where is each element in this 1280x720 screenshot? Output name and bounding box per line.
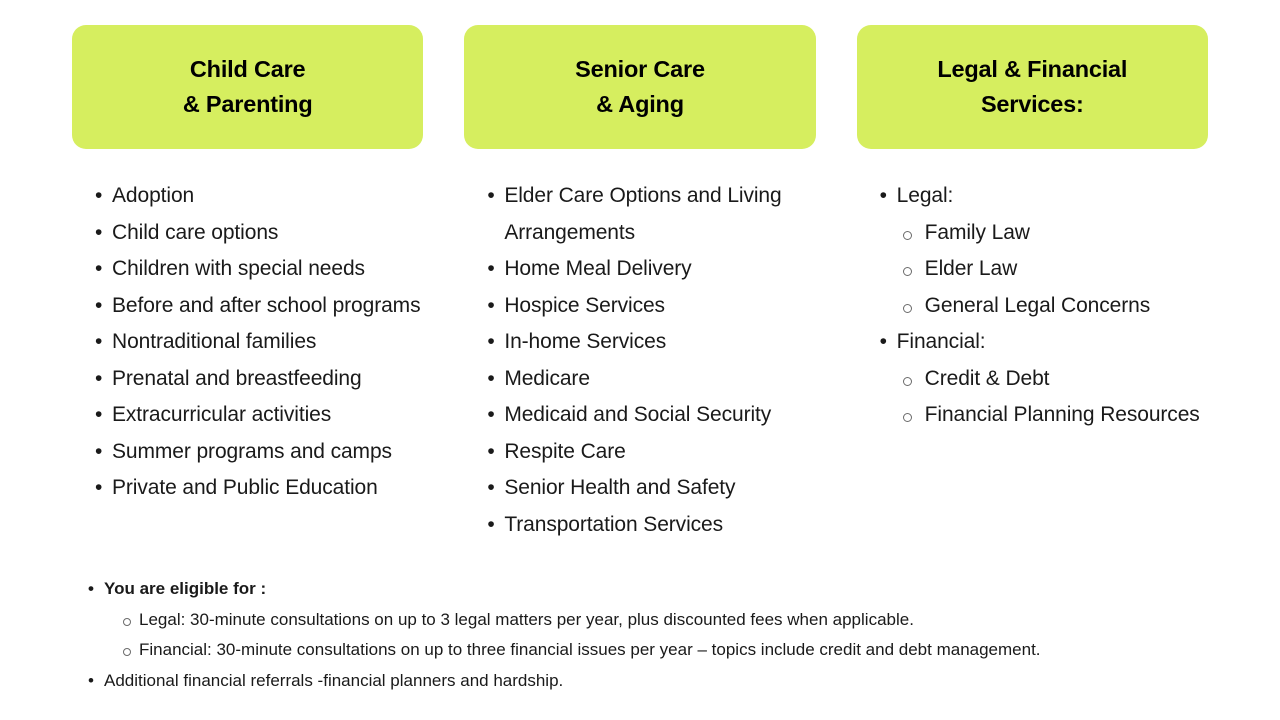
sub-list-item: Elder Law <box>897 251 1208 288</box>
list-item-label: Financial: <box>897 324 1208 361</box>
list-item: Additional financial referrals -financia… <box>72 666 1232 697</box>
list-item: Transportation Services <box>464 507 815 544</box>
category-card-senior-care: Senior Care & Aging <box>464 25 816 149</box>
list-item-label: Child care options <box>112 215 423 252</box>
list-item: Before and after school programs <box>72 288 423 325</box>
category-card-legal-financial: Legal & Financial Services: <box>856 25 1208 149</box>
list-item: Financial: Credit & Debt Financial Plann… <box>857 324 1208 434</box>
sub-list-item: Family Law <box>897 215 1208 252</box>
list-item: Senior Health and Safety <box>464 470 815 507</box>
list-item: Children with special needs <box>72 251 423 288</box>
list-item-label: Transportation Services <box>504 507 815 544</box>
list-item: In-home Services <box>464 324 815 361</box>
list-item: Medicare <box>464 361 815 398</box>
list-item: Home Meal Delivery <box>464 251 815 288</box>
sub-topic-list: Credit & Debt Financial Planning Resourc… <box>897 361 1208 434</box>
list-item: Legal: Family Law Elder Law General Lega… <box>857 178 1208 324</box>
category-cards-row: Child Care & Parenting Senior Care & Agi… <box>72 25 1208 149</box>
list-item: Adoption <box>72 178 423 215</box>
list-item: Medicaid and Social Security <box>464 397 815 434</box>
sub-list-item: Financial: 30-minute consultations on up… <box>104 635 1232 666</box>
list-item: Private and Public Education <box>72 470 423 507</box>
eligibility-section: You are eligible for : Legal: 30-minute … <box>72 574 1232 696</box>
list-item-label: Children with special needs <box>112 251 423 288</box>
topic-list: Adoption Child care options Children wit… <box>72 178 423 507</box>
column-legal-and-financial-services: Legal: Family Law Elder Law General Lega… <box>857 178 1208 543</box>
eligibility-heading: You are eligible for : <box>104 574 1232 605</box>
list-item-label: Medicare <box>504 361 815 398</box>
category-card-title: Senior Care & Aging <box>575 56 705 117</box>
list-item-label: Summer programs and camps <box>112 434 423 471</box>
list-item-label: Respite Care <box>504 434 815 471</box>
topic-list: Elder Care Options and Living Arrangemen… <box>464 178 815 543</box>
eligibility-sub-list: Legal: 30-minute consultations on up to … <box>104 605 1232 666</box>
category-card-title: Legal & Financial Services: <box>937 56 1128 117</box>
sub-list-item: Legal: 30-minute consultations on up to … <box>104 605 1232 636</box>
list-item-label: Medicaid and Social Security <box>504 397 815 434</box>
list-item-label: Prenatal and breastfeeding <box>112 361 423 398</box>
list-item-label: Elder Care Options and Living Arrangemen… <box>504 178 815 251</box>
sub-list-item: Credit & Debt <box>897 361 1208 398</box>
category-card-title: Child Care & Parenting <box>182 56 313 117</box>
sub-topic-list: Family Law Elder Law General Legal Conce… <box>897 215 1208 325</box>
list-item: Summer programs and camps <box>72 434 423 471</box>
category-card-child-care: Child Care & Parenting <box>72 25 424 149</box>
list-item-label: Private and Public Education <box>112 470 423 507</box>
list-item-label: Home Meal Delivery <box>504 251 815 288</box>
list-item-label: In-home Services <box>504 324 815 361</box>
list-item-label: Legal: <box>897 178 1208 215</box>
list-item-label: Adoption <box>112 178 423 215</box>
eligibility-list: You are eligible for : Legal: 30-minute … <box>72 574 1232 696</box>
topic-list: Legal: Family Law Elder Law General Lega… <box>857 178 1208 434</box>
category-columns: Adoption Child care options Children wit… <box>72 178 1208 543</box>
list-item: Elder Care Options and Living Arrangemen… <box>464 178 815 251</box>
list-item: Hospice Services <box>464 288 815 325</box>
list-item-label: Nontraditional families <box>112 324 423 361</box>
list-item-label: Hospice Services <box>504 288 815 325</box>
list-item-label: Before and after school programs <box>112 288 423 325</box>
sub-list-item: Financial Planning Resources <box>897 397 1208 434</box>
eligibility-note: Additional financial referrals -financia… <box>104 666 1232 697</box>
list-item: Extracurricular activities <box>72 397 423 434</box>
list-item: Respite Care <box>464 434 815 471</box>
column-senior-care-and-aging: Elder Care Options and Living Arrangemen… <box>464 178 815 543</box>
list-item: You are eligible for : Legal: 30-minute … <box>72 574 1232 666</box>
list-item-label: Extracurricular activities <box>112 397 423 434</box>
sub-list-item: General Legal Concerns <box>897 288 1208 325</box>
list-item-label: Senior Health and Safety <box>504 470 815 507</box>
column-child-care-and-parenting: Adoption Child care options Children wit… <box>72 178 423 543</box>
list-item: Child care options <box>72 215 423 252</box>
list-item: Nontraditional families <box>72 324 423 361</box>
list-item: Prenatal and breastfeeding <box>72 361 423 398</box>
